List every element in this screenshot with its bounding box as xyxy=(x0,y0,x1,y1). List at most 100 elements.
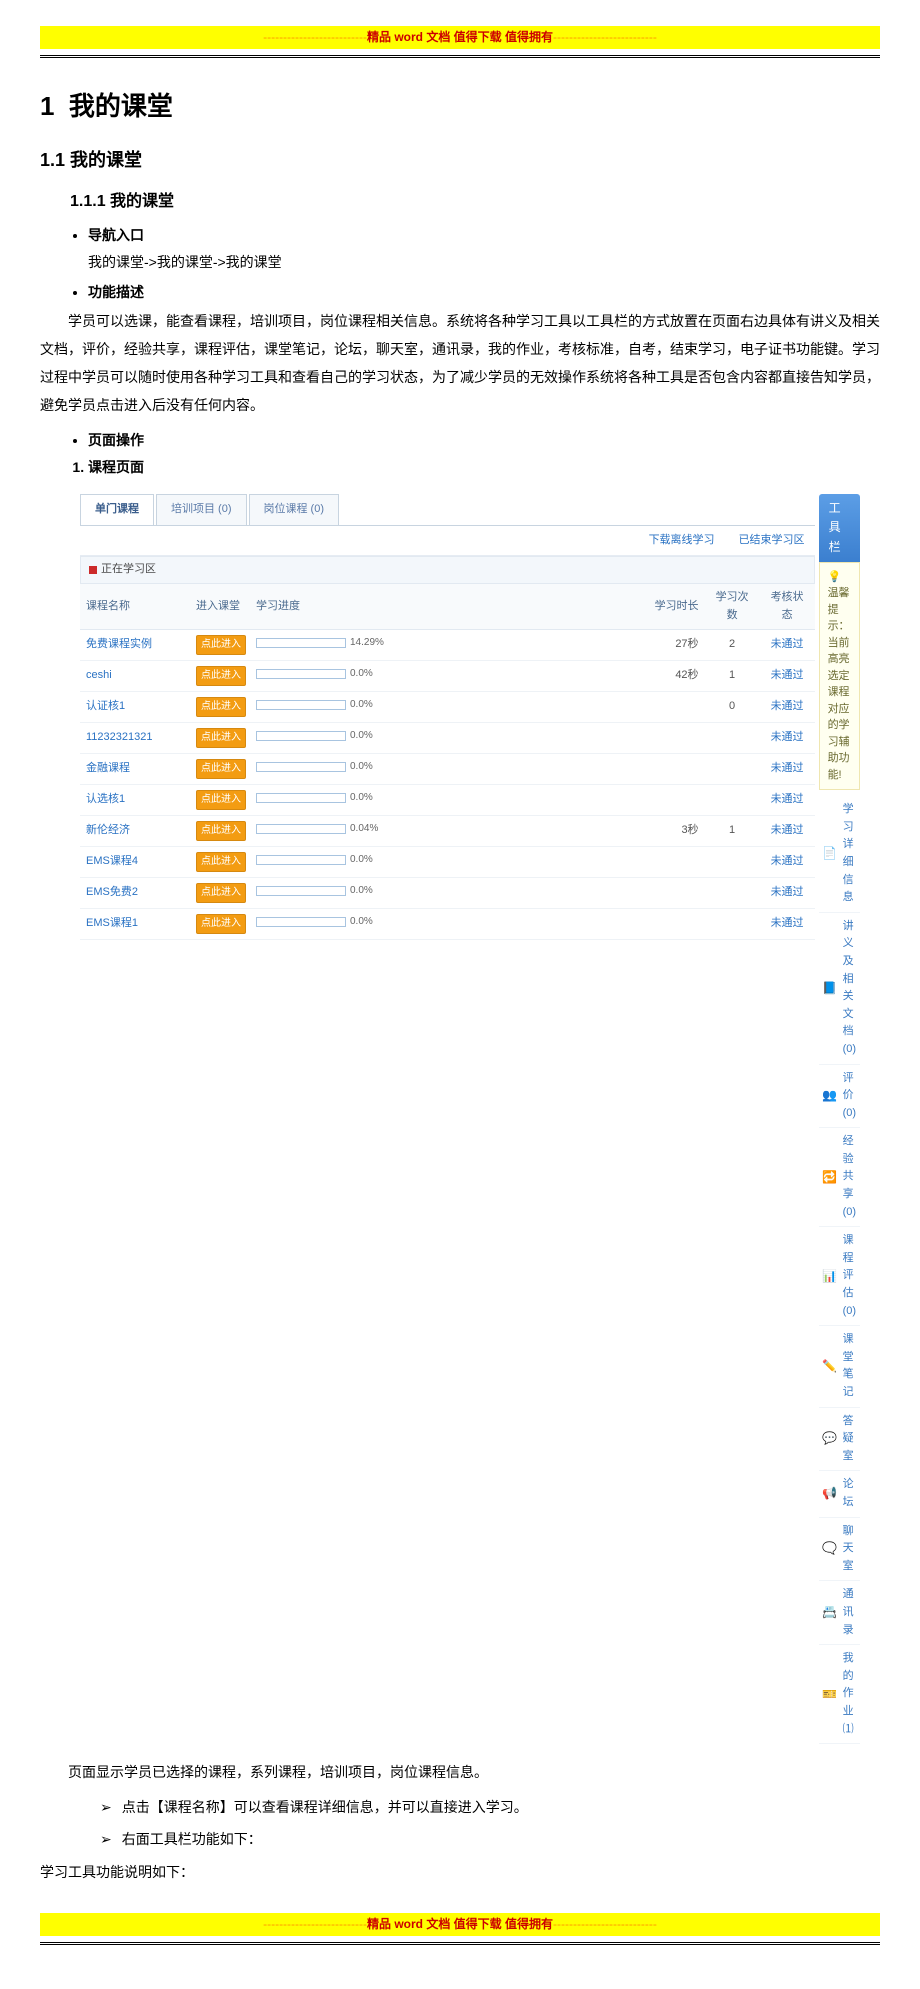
course-name-link[interactable]: 11232321321 xyxy=(86,731,152,743)
course-name-link[interactable]: 新伦经济 xyxy=(86,824,130,836)
heading-1: 1 我的课堂 xyxy=(40,86,880,128)
chart-icon: 📊 xyxy=(823,1269,837,1283)
tool-item[interactable]: 👥评价 (0) xyxy=(819,1065,860,1129)
bullet-pageop: 页面操作 xyxy=(88,429,880,451)
count-cell xyxy=(705,909,760,940)
tool-item[interactable]: 📊 课程评估 (0) xyxy=(819,1227,860,1326)
count-cell: 2 xyxy=(705,630,760,661)
bottom-banner: --------------------------精品 word 文档 值得下… xyxy=(40,1913,880,1936)
homework-icon: 🎫 xyxy=(823,1687,837,1701)
enter-classroom-button[interactable]: 点此进入 xyxy=(196,821,246,841)
table-row: 金融课程点此进入0.0% 未通过 xyxy=(80,754,815,785)
course-name-link[interactable]: ceshi xyxy=(86,669,112,681)
enter-classroom-button[interactable]: 点此进入 xyxy=(196,635,246,655)
status-cell: 未通过 xyxy=(760,909,815,940)
progress-bar: 0.0% xyxy=(256,914,373,930)
enter-classroom-button[interactable]: 点此进入 xyxy=(196,852,246,872)
tab-1[interactable]: 培训项目 (0) xyxy=(156,494,247,525)
people-icon: 👥 xyxy=(823,1089,837,1103)
studying-section-header: 正在学习区 xyxy=(80,556,815,584)
progress-bar: 0.0% xyxy=(256,666,373,682)
link-bar: 下载离线学习 已结束学习区 xyxy=(80,526,815,557)
tool-item-label: 讲义及相关文档 (0) xyxy=(843,918,856,1059)
enter-classroom-button[interactable]: 点此进入 xyxy=(196,728,246,748)
toolbox-title: 工具栏 xyxy=(819,494,860,562)
tool-item-label: 论坛 xyxy=(843,1476,856,1511)
col-header: 课程名称 xyxy=(80,584,190,630)
rule-bottom xyxy=(40,1942,880,1945)
col-header: 学习时长 xyxy=(645,584,705,630)
duration-cell: 42秒 xyxy=(645,661,705,692)
bullet-nav: 导航入口 xyxy=(88,224,880,246)
enter-classroom-button[interactable]: 点此进入 xyxy=(196,790,246,810)
after-line-1: 页面显示学员已选择的课程，系列课程，培训项目，岗位课程信息。 xyxy=(40,1758,880,1786)
count-cell xyxy=(705,878,760,909)
course-name-link[interactable]: 免费课程实例 xyxy=(86,638,152,650)
heading-3: 1.1.1 我的课堂 xyxy=(70,189,880,215)
duration-cell xyxy=(645,847,705,878)
tab-0[interactable]: 单门课程 xyxy=(80,494,154,525)
tool-item[interactable]: 🗨️ 聊天室 xyxy=(819,1518,860,1582)
count-cell xyxy=(705,754,760,785)
linkbar-link-1[interactable]: 已结束学习区 xyxy=(739,532,805,550)
top-banner: --------------------------精品 word 文档 值得下… xyxy=(40,26,880,49)
enter-classroom-button[interactable]: 点此进入 xyxy=(196,666,246,686)
status-cell: 未通过 xyxy=(760,878,815,909)
status-cell: 未通过 xyxy=(760,630,815,661)
tool-item[interactable]: 📘讲义及相关文档 (0) xyxy=(819,913,860,1065)
table-row: 认选核1点此进入0.0% 未通过 xyxy=(80,785,815,816)
col-header xyxy=(410,584,645,630)
tool-item[interactable]: 📇通讯录 xyxy=(819,1581,860,1645)
linkbar-link-0[interactable]: 下载离线学习 xyxy=(649,532,715,550)
course-name-link[interactable]: 认选核1 xyxy=(86,793,125,805)
col-header: 学习进度 xyxy=(250,584,410,630)
pageop-item-1: 课程页面 xyxy=(88,456,880,478)
course-name-link[interactable]: 认证核1 xyxy=(86,700,125,712)
duration-cell xyxy=(645,692,705,723)
chat-icon: 🗨️ xyxy=(823,1542,837,1556)
tool-item[interactable]: 💬答疑室 xyxy=(819,1408,860,1472)
tool-item-label: 经验共享 (0) xyxy=(843,1133,856,1221)
enter-classroom-button[interactable]: 点此进入 xyxy=(196,914,246,934)
progress-bar: 0.0% xyxy=(256,883,373,899)
forum-icon: 📢 xyxy=(823,1487,837,1501)
func-desc: 学员可以选课，能查看课程，培训项目，岗位课程相关信息。系统将各种学习工具以工具栏… xyxy=(40,307,880,419)
status-cell: 未通过 xyxy=(760,816,815,847)
tool-list: 📄学习详细信息📘讲义及相关文档 (0)👥评价 (0)🔁经验共享 (0) 📊 课程评估… xyxy=(819,796,860,1744)
nav-path: 我的课堂->我的课堂->我的课堂 xyxy=(88,251,880,273)
arrow-item-1: 点击【课程名称】可以查看课程详细信息，并可以直接进入学习。 xyxy=(100,1796,880,1818)
tool-item[interactable]: 🔁经验共享 (0) xyxy=(819,1128,860,1227)
tool-item[interactable]: ✏️课堂笔记 xyxy=(819,1326,860,1407)
table-row: 免费课程实例点此进入14.29% 27秒2未通过 xyxy=(80,630,815,661)
arrow-item-2: 右面工具栏功能如下： xyxy=(100,1828,880,1850)
progress-bar: 0.0% xyxy=(256,759,373,775)
bullet-func: 功能描述 xyxy=(88,281,880,303)
course-name-link[interactable]: EMS课程1 xyxy=(86,917,138,929)
enter-classroom-button[interactable]: 点此进入 xyxy=(196,759,246,779)
course-name-link[interactable]: EMS课程4 xyxy=(86,855,138,867)
col-header: 进入课堂 xyxy=(190,584,250,630)
tool-item-label: 通讯录 xyxy=(843,1586,856,1639)
tool-item-label: 聊天室 xyxy=(843,1523,856,1576)
table-row: 11232321321点此进入0.0% 未通过 xyxy=(80,723,815,754)
tool-item-label: 课程评估 (0) xyxy=(843,1232,856,1320)
count-cell xyxy=(705,847,760,878)
status-cell: 未通过 xyxy=(760,723,815,754)
course-name-link[interactable]: 金融课程 xyxy=(86,762,130,774)
tool-item[interactable]: 📢 论坛 xyxy=(819,1471,860,1517)
duration-cell: 27秒 xyxy=(645,630,705,661)
progress-bar: 0.0% xyxy=(256,852,373,868)
tool-item[interactable]: 🎫我的作业⑴ xyxy=(819,1645,860,1744)
duration-cell xyxy=(645,754,705,785)
pencil-icon: ✏️ xyxy=(823,1359,837,1373)
toolbox-tip: 💡温馨提示：当前高亮选定课程对应的学习辅助功能! xyxy=(819,562,860,791)
tool-item-label: 答疑室 xyxy=(843,1413,856,1466)
tool-item-label: 学习详细信息 xyxy=(843,801,856,907)
enter-classroom-button[interactable]: 点此进入 xyxy=(196,697,246,717)
tool-item[interactable]: 📄学习详细信息 xyxy=(819,796,860,913)
course-name-link[interactable]: EMS免费2 xyxy=(86,886,138,898)
table-row: 新伦经济点此进入0.04% 3秒1未通过 xyxy=(80,816,815,847)
bulb-icon: 💡 xyxy=(828,571,842,583)
tab-2[interactable]: 岗位课程 (0) xyxy=(249,494,340,525)
enter-classroom-button[interactable]: 点此进入 xyxy=(196,883,246,903)
